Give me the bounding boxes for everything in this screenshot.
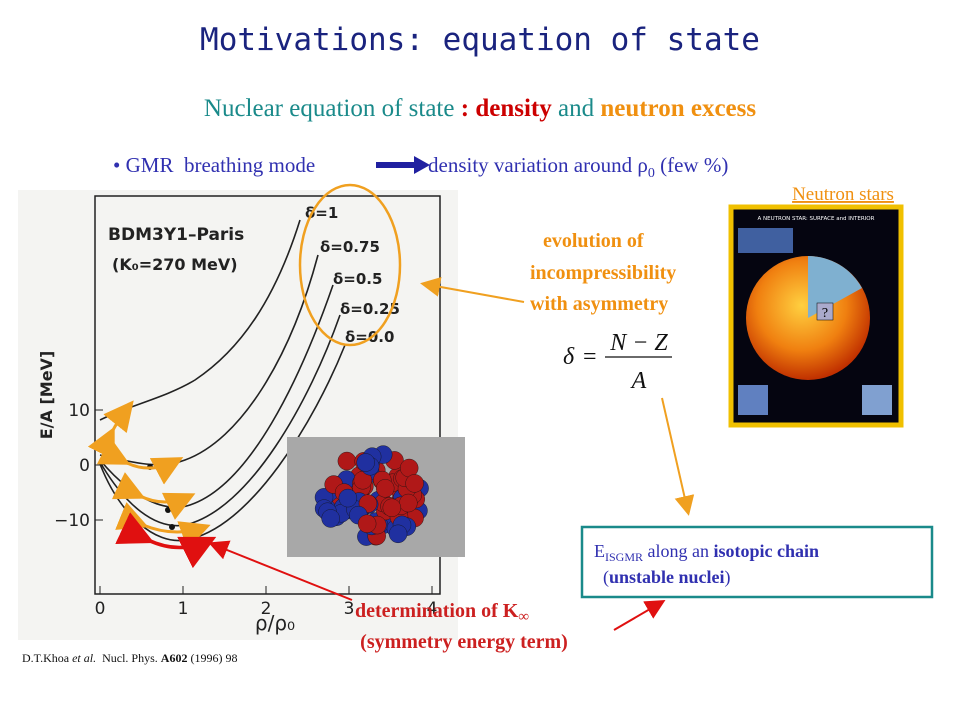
determination-text: determination of K	[355, 600, 519, 622]
nucleon	[399, 493, 418, 513]
subtitle-excess: neutron excess	[600, 95, 756, 122]
isgmr-along: along an	[643, 541, 713, 561]
red-arrow	[115, 512, 217, 569]
orange-arrow	[96, 437, 184, 485]
neutron-star-heading: A NEUTRON STAR: SURFACE and INTERIOR	[758, 216, 875, 222]
orange-pointer	[661, 397, 695, 516]
orange-arrow	[87, 400, 134, 461]
y-tick-label: 10	[68, 401, 90, 421]
citation-etal: et al.	[72, 651, 96, 665]
y-tick-label: −10	[54, 511, 90, 531]
minimum-dot	[165, 507, 171, 513]
y-tick-label: 0	[79, 456, 90, 476]
bullet-text: density variation around ρ0 (few %)	[428, 153, 728, 181]
determination-inf: ∞	[518, 609, 529, 625]
nucleus	[314, 445, 429, 546]
minimum-dot	[180, 538, 186, 544]
formula: δ = N − Z A	[563, 330, 672, 394]
bullet-tail: (few %)	[655, 153, 728, 177]
nucleon	[356, 453, 375, 472]
evolution: evolution of incompressibility with asym…	[530, 230, 676, 315]
subtitle-and: and	[552, 95, 601, 122]
x-tick-label: 2	[261, 599, 272, 619]
x-tick-label: 0	[95, 599, 106, 619]
nucleon	[382, 498, 402, 517]
nucleon	[376, 479, 395, 498]
curve-label: δ=0.0	[345, 328, 394, 346]
citation-author: D.T.Khoa	[22, 651, 72, 665]
x-tick-label: 3	[344, 599, 355, 619]
nucleon	[338, 488, 358, 508]
subtitle: Nuclear equation of state : density and …	[204, 95, 756, 122]
figure-ylabel: E/A [MeV]	[37, 351, 56, 440]
isgmr-sub: ISGMR	[605, 550, 643, 564]
determination-line1: determination of K∞	[355, 600, 529, 625]
citation-rest: (1996) 98	[187, 651, 237, 665]
isgmr-chain: isotopic chain	[714, 541, 820, 561]
isgmr-e: E	[594, 541, 605, 561]
formula-lhs: δ	[563, 344, 575, 370]
minimum-dot	[169, 524, 175, 530]
orange-pointer	[420, 276, 525, 303]
neutron-stars-label: Neutron stars	[792, 184, 894, 205]
subtitle-lead: Nuclear equation of state	[204, 95, 455, 122]
citation-journal: Nucl. Phys.	[96, 651, 161, 665]
isgmr-unstable: unstable nuclei	[609, 567, 725, 587]
eos-curve	[99, 219, 301, 421]
bullet-mark: •	[113, 153, 120, 177]
figure-k0: (K₀=270 MeV)	[112, 255, 238, 274]
isgmr-line: EISGMR along an isotopic chain	[594, 541, 819, 564]
isgmr-line2: (unstable nuclei)	[603, 567, 731, 588]
curve-label: δ=0.5	[333, 270, 382, 288]
arrow-head	[414, 156, 430, 174]
isgmr-open: (	[603, 567, 609, 588]
subtitle-density: density	[475, 95, 552, 122]
evolution-line: evolution of	[543, 230, 644, 252]
determination-line2: (symmetry energy term)	[360, 631, 568, 653]
x-tick-label: 1	[178, 599, 189, 619]
nucleon	[357, 514, 377, 533]
red-pointer	[208, 540, 353, 601]
evolution-line: incompressibility	[530, 262, 676, 284]
x-tick-label: 4	[427, 599, 438, 619]
curve-label: δ=0.25	[340, 300, 400, 318]
star-inset	[738, 228, 793, 253]
isgmr-close: )	[725, 567, 731, 588]
red-pointer	[613, 599, 666, 631]
figure: BDM3Y1–Paris (K₀=270 MeV) E/A [MeV] ρ/ρ₀…	[37, 183, 441, 635]
orange-arrow	[111, 472, 196, 520]
figure-frame	[94, 195, 441, 595]
title: Motivations: equation of state	[200, 22, 760, 58]
question-mark: ?	[822, 306, 828, 321]
formula-num: N − Z	[609, 330, 668, 356]
star-cutaway	[808, 256, 862, 318]
rho: ρ	[637, 153, 647, 177]
subtitle-sep: :	[454, 95, 475, 122]
evolution-line: with asymmetry	[530, 293, 668, 315]
star-inset	[862, 385, 892, 415]
bullet-body: density variation around	[428, 153, 637, 177]
formula-eq: =	[583, 344, 597, 370]
citation: D.T.Khoa et al. Nucl. Phys. A602 (1996) …	[22, 651, 237, 665]
highlight-ellipse	[298, 183, 402, 347]
star-inset	[738, 385, 768, 415]
figure-xlabel: ρ/ρ₀	[255, 611, 295, 635]
curve-label: δ=0.75	[320, 238, 380, 256]
nucleon	[337, 451, 357, 471]
nucleon	[321, 509, 340, 528]
formula-den: A	[630, 368, 647, 394]
figure-name: BDM3Y1–Paris	[108, 225, 244, 245]
bullet-lead-text: GMR breathing mode	[126, 153, 316, 177]
citation-vol: A602	[161, 651, 188, 665]
isgmr-box	[580, 525, 934, 599]
nucleon	[388, 524, 408, 544]
nucleon	[405, 474, 424, 493]
bullet-lead: • GMR breathing mode	[113, 153, 315, 177]
rho-sub: 0	[648, 166, 655, 181]
question-box	[816, 302, 834, 321]
